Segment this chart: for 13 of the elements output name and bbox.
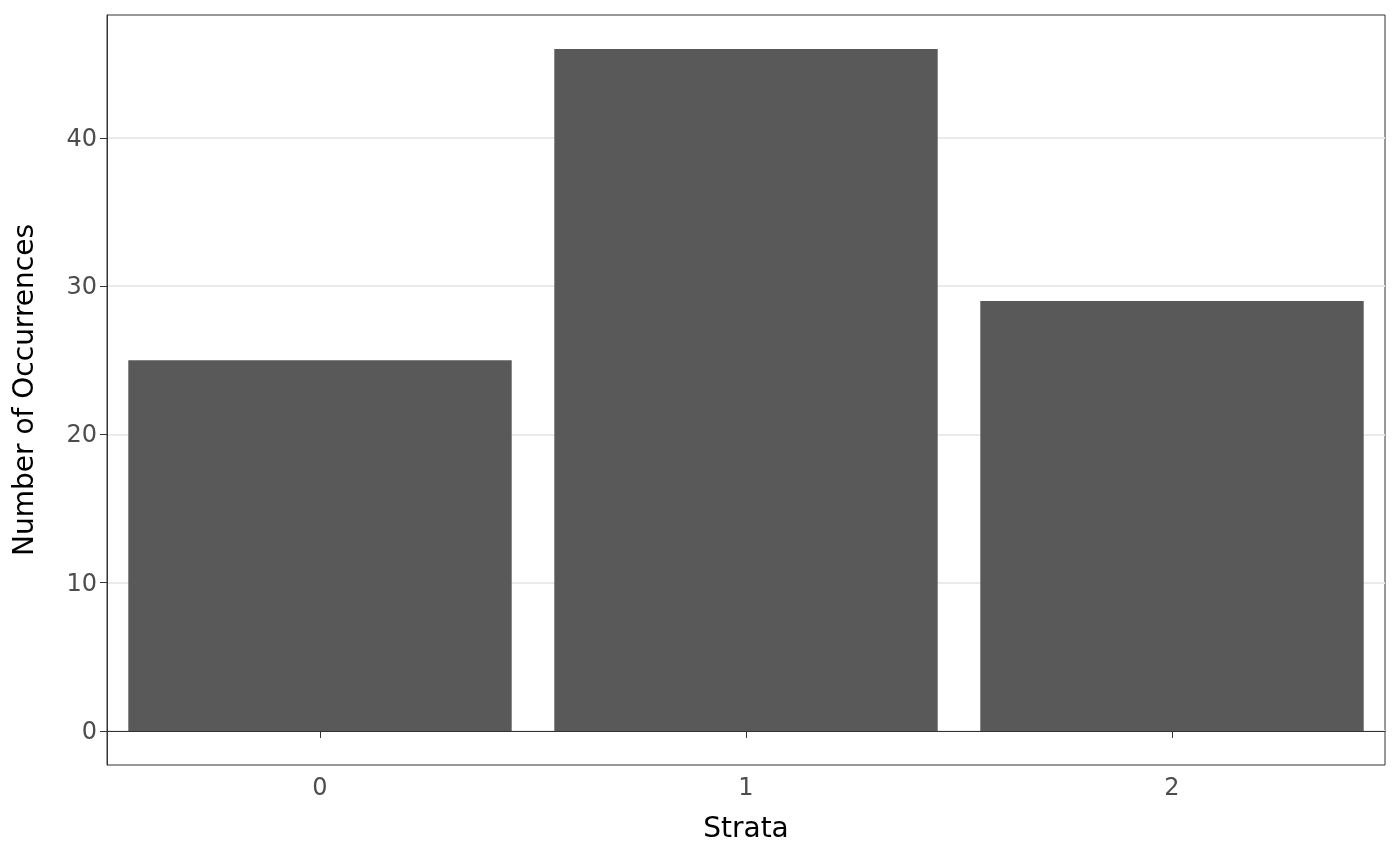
x-tick-label: 0 xyxy=(312,773,328,801)
bar xyxy=(128,360,512,731)
y-tick-label: 10 xyxy=(66,568,97,597)
y-tick-label: 30 xyxy=(66,272,97,301)
x-axis-title: Strata xyxy=(703,810,789,844)
y-tick-label: 0 xyxy=(81,716,97,745)
y-tick-label: 40 xyxy=(66,124,97,153)
x-tick-label: 1 xyxy=(738,773,754,801)
y-tick-label: 20 xyxy=(66,420,97,449)
x-tick-label: 2 xyxy=(1164,773,1180,801)
bar xyxy=(554,49,938,731)
y-axis-title: Number of Occurrences xyxy=(6,224,40,556)
bar xyxy=(980,301,1364,731)
